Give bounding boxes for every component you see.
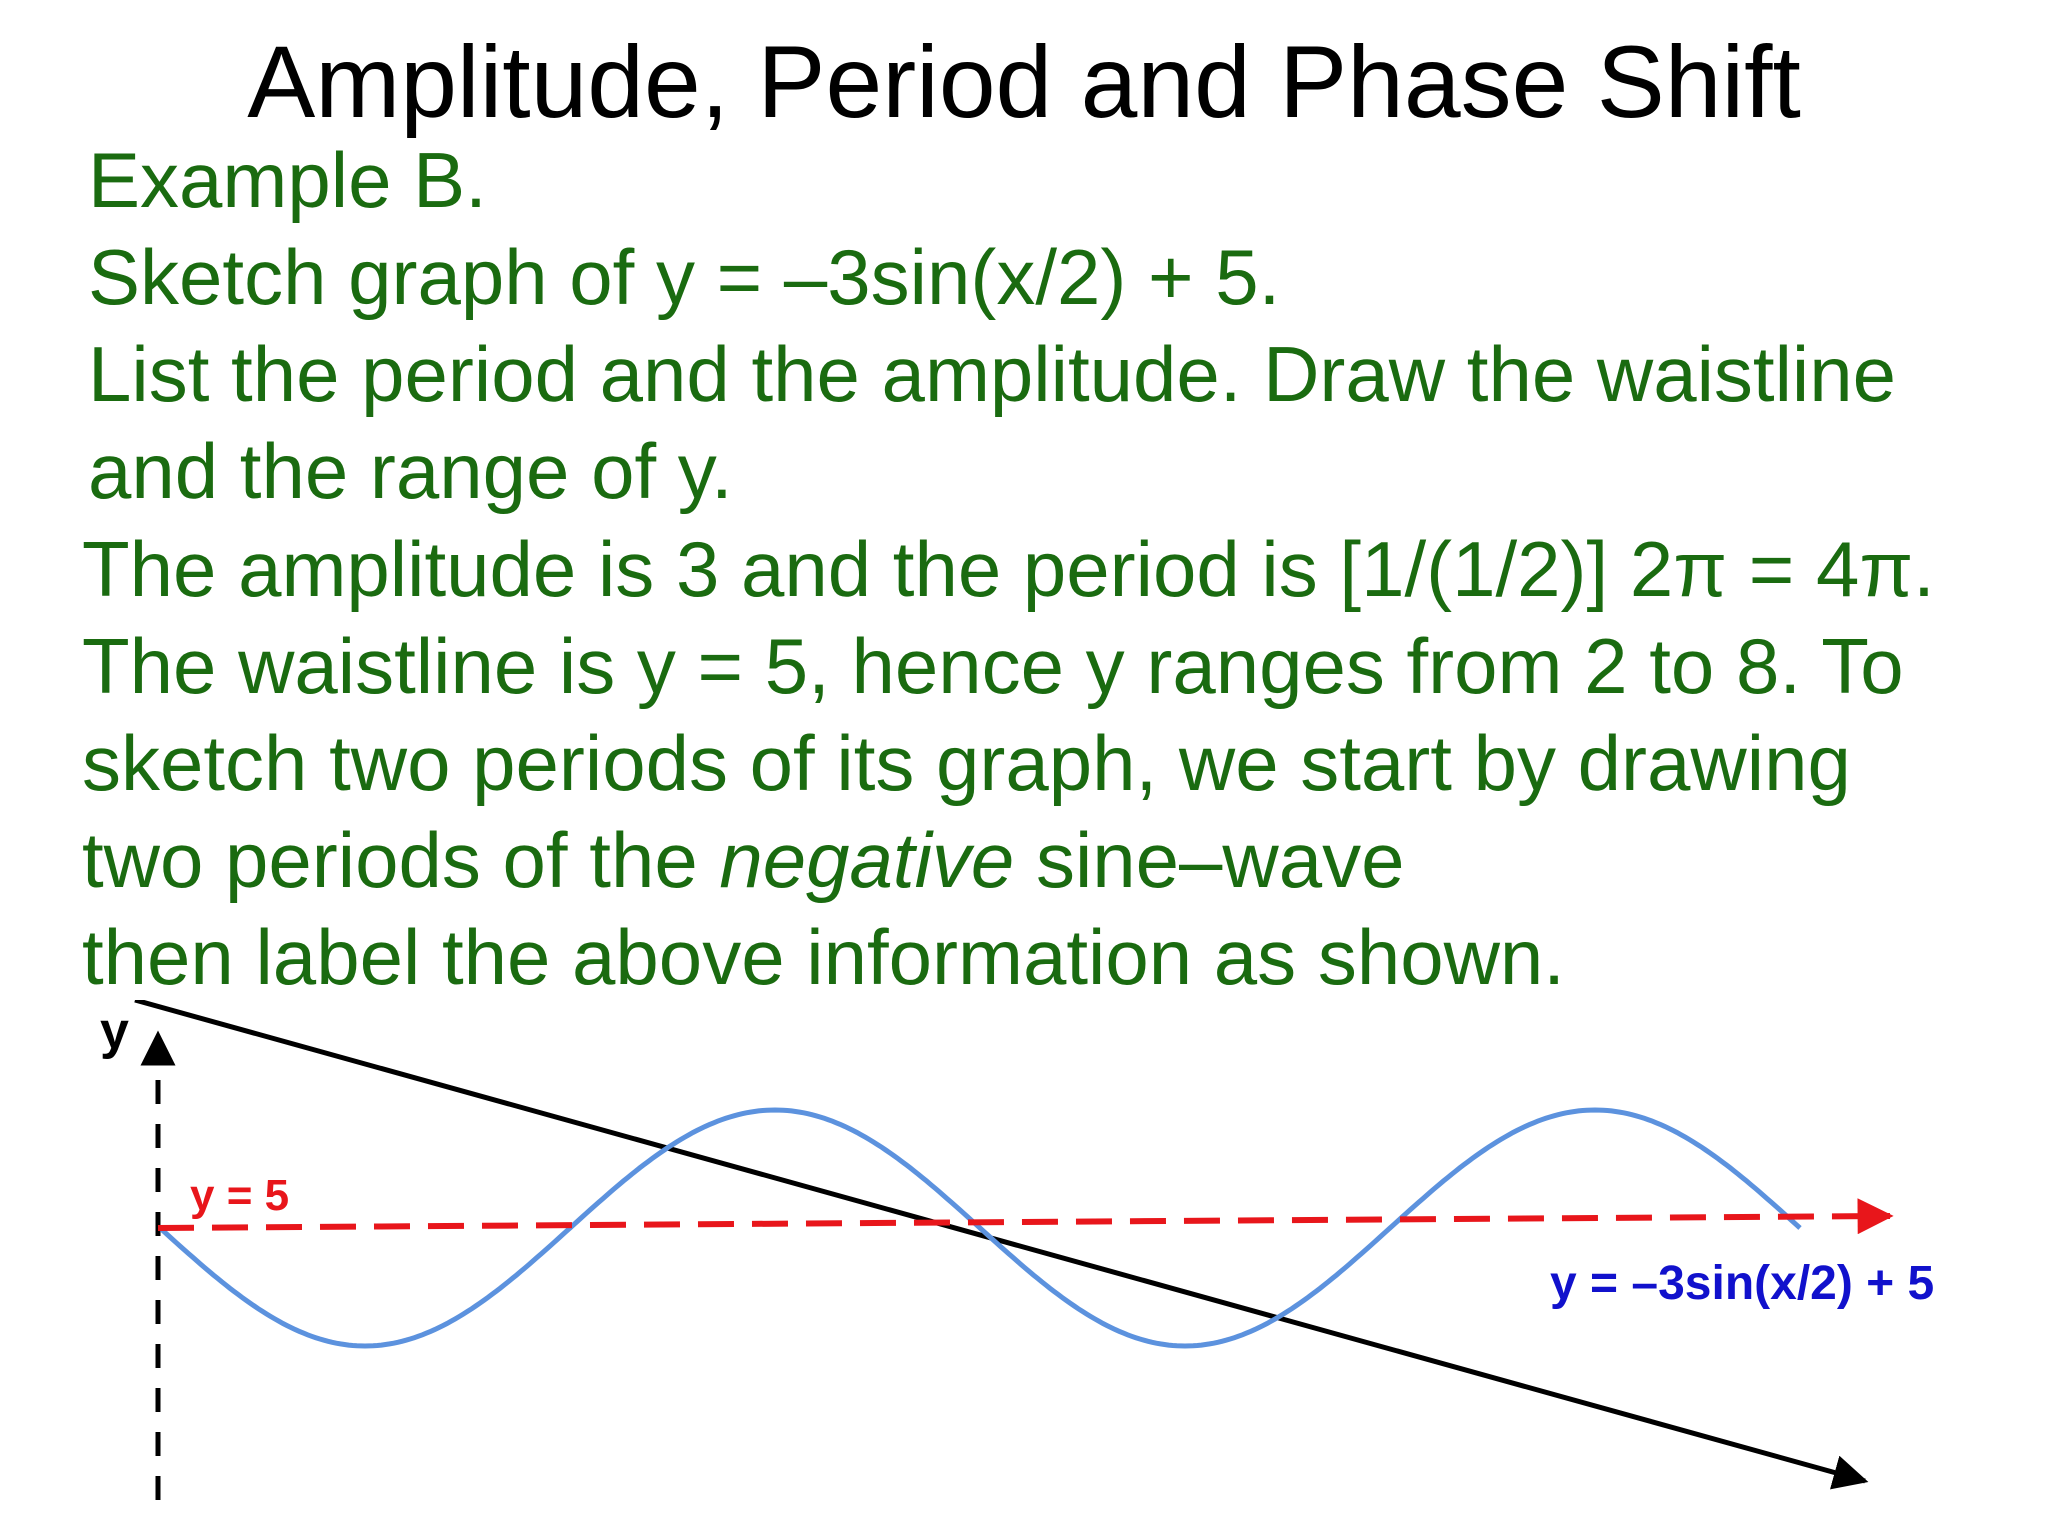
- problem-line: and the range of y.: [88, 427, 733, 515]
- emphasis-negative: negative: [719, 816, 1015, 904]
- x-axis: [134, 1000, 1869, 1490]
- solution-text: The amplitude is 3 and the period is [1/…: [82, 521, 1935, 1006]
- solution-line: The waistline is y = 5, hence y ranges f…: [82, 622, 1904, 710]
- problem-line: Sketch graph of y = –3sin(x/2) + 5.: [88, 233, 1281, 321]
- slide-title: Amplitude, Period and Phase Shift: [247, 25, 1801, 139]
- example-label: Example B.: [88, 136, 487, 224]
- solution-line: sketch two periods of its graph, we star…: [82, 719, 1851, 807]
- sine-graph: y y = 5 y = –3sin(x/2) + 5: [100, 1000, 1934, 1500]
- solution-line: The amplitude is 3 and the period is [1/…: [82, 525, 1935, 613]
- waistline: [157, 1198, 1894, 1235]
- solution-text-segment: sine–wave: [1014, 816, 1405, 904]
- waistline-label: y = 5: [190, 1171, 289, 1220]
- curve-label: y = –3sin(x/2) + 5: [1550, 1257, 1934, 1310]
- solution-line: two periods of the negative sine–wave: [82, 812, 1935, 909]
- solution-line: then label the above information as show…: [82, 913, 1565, 1001]
- problem-line: List the period and the amplitude. Draw …: [88, 330, 1897, 418]
- problem-statement: Example B. Sketch graph of y = –3sin(x/2…: [88, 132, 1896, 520]
- sine-curve: [158, 1107, 1802, 1349]
- solution-text-segment: two periods of the: [82, 816, 720, 904]
- y-axis-label: y: [100, 1002, 129, 1060]
